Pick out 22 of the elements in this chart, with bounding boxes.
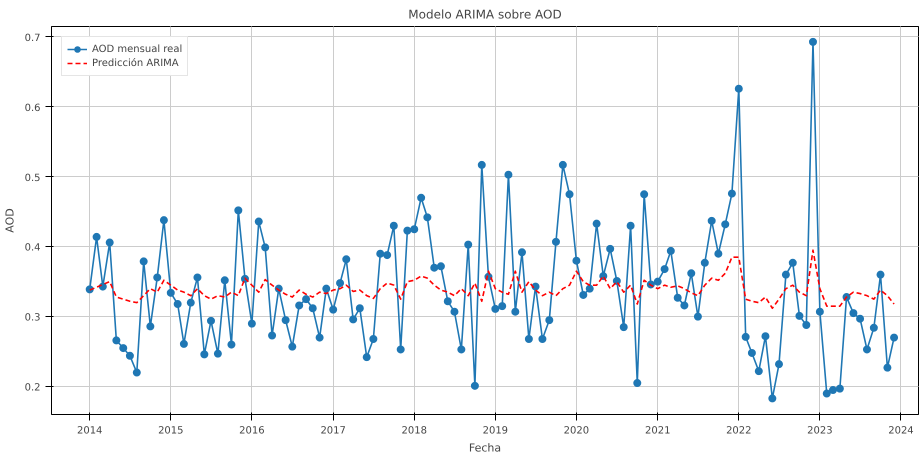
x-tick-label: 2020 xyxy=(564,426,590,436)
y-tick-label: 0.2 xyxy=(24,382,41,394)
x-tick-label: 2015 xyxy=(158,426,184,436)
x-tick-label: 2021 xyxy=(644,426,670,436)
y-tick-label: 0.5 xyxy=(24,172,41,184)
chart-title: Modelo ARIMA sobre AOD xyxy=(408,8,562,22)
x-tick-label: 2016 xyxy=(239,426,265,436)
x-tick-label: 2023 xyxy=(807,426,833,436)
x-tick-label: 2022 xyxy=(726,426,752,436)
legend-label: AOD mensual real xyxy=(92,44,182,54)
y-tick-label: 0.6 xyxy=(24,102,41,114)
y-tick-label: 0.7 xyxy=(24,32,41,44)
y-tick-label: 0.3 xyxy=(24,312,41,324)
x-tick-label: 2024 xyxy=(888,426,914,436)
x-tick-label: 2017 xyxy=(320,426,346,436)
y-axis-title: AOD xyxy=(4,208,17,233)
x-tick-label: 2018 xyxy=(402,426,427,436)
x-tick-label: 2019 xyxy=(482,426,508,436)
x-axis-title: Fecha xyxy=(468,442,502,454)
y-tick-label: 0.4 xyxy=(24,242,41,254)
x-tick-label: 2014 xyxy=(76,426,102,436)
legend-label: Predicción ARIMA xyxy=(92,58,179,68)
